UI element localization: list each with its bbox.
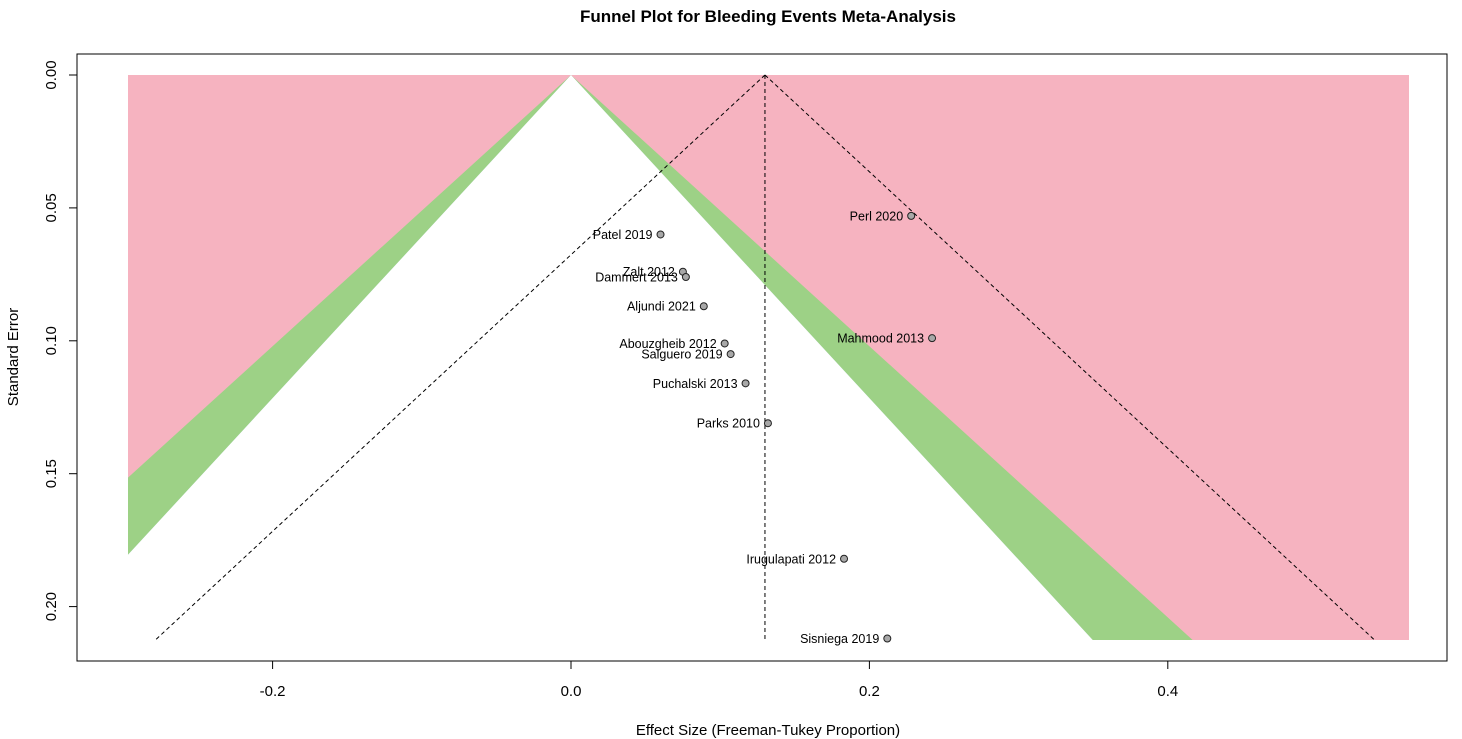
y-axis-label: Standard Error bbox=[5, 308, 22, 406]
study-point bbox=[681, 273, 690, 282]
study-label: Puchalski 2013 bbox=[653, 377, 738, 391]
contour-regions bbox=[128, 75, 1409, 640]
study-label: Aljundi 2021 bbox=[627, 300, 696, 314]
y-tick-label: 0.05 bbox=[43, 193, 60, 222]
study-point bbox=[699, 302, 708, 311]
study-label: Perl 2020 bbox=[850, 209, 904, 223]
study-point bbox=[928, 334, 937, 343]
study-point bbox=[726, 350, 735, 359]
x-axis: -0.2 0.0 0.2 0.4 bbox=[260, 660, 1178, 700]
study-label: Parks 2010 bbox=[697, 417, 760, 431]
pooled-funnel-right bbox=[764, 74, 1375, 641]
study-point bbox=[741, 379, 750, 388]
x-tick-label: 0.4 bbox=[1157, 683, 1178, 700]
x-tick-label: -0.2 bbox=[260, 683, 286, 700]
pooled-funnel-left bbox=[155, 74, 766, 641]
study-label: Zalt 2012 bbox=[623, 265, 675, 279]
study-label: Abouzgheib 2012 bbox=[619, 337, 716, 351]
study-point bbox=[656, 230, 665, 239]
study-point bbox=[883, 634, 892, 643]
study-label: Patel 2019 bbox=[593, 228, 653, 242]
study-label: Dammert 2013 bbox=[595, 271, 678, 285]
x-tick-label: 0.2 bbox=[859, 683, 880, 700]
y-tick-label: 0.00 bbox=[43, 60, 60, 89]
study-label: Irugulapati 2012 bbox=[746, 552, 836, 566]
study-label: Sisniega 2019 bbox=[800, 632, 879, 646]
y-tick-label: 0.15 bbox=[43, 459, 60, 488]
x-tick-label: 0.0 bbox=[561, 683, 582, 700]
pooled-funnel bbox=[155, 74, 1375, 641]
chart-title: Funnel Plot for Bleeding Events Meta-Ana… bbox=[580, 7, 956, 26]
study-label: Mahmood 2013 bbox=[837, 332, 924, 346]
study-point bbox=[763, 419, 772, 428]
contour-region-nonsignificant bbox=[128, 75, 1093, 640]
x-axis-label: Effect Size (Freeman-Tukey Proportion) bbox=[636, 722, 900, 739]
study-label: Salguero 2019 bbox=[641, 348, 722, 362]
study-point bbox=[720, 339, 729, 348]
y-axis: 0.00 0.05 0.10 0.15 0.20 bbox=[43, 60, 78, 621]
y-tick-label: 0.10 bbox=[43, 326, 60, 355]
study-point bbox=[840, 554, 849, 563]
y-tick-label: 0.20 bbox=[43, 592, 60, 621]
study-point bbox=[907, 211, 916, 220]
